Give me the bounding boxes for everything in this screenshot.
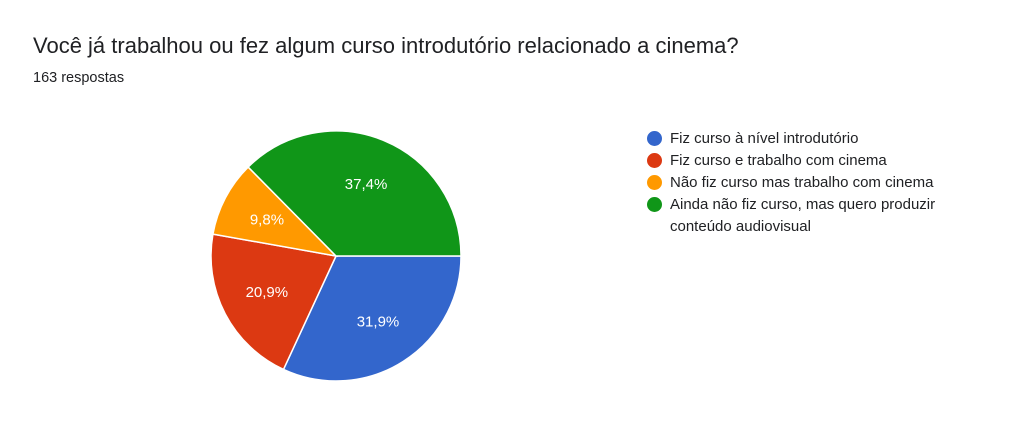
legend-swatch	[647, 197, 662, 212]
pie-slice[interactable]	[210, 233, 338, 371]
legend-item[interactable]: Fiz curso e trabalho com cinema	[647, 150, 977, 172]
legend-label: Fiz curso e trabalho com cinema	[670, 152, 887, 169]
response-count: 163 respostas	[33, 70, 125, 86]
slice-label: 9,8%	[250, 212, 284, 229]
legend-swatch	[647, 153, 662, 168]
legend-item[interactable]: Fiz curso à nível introdutório	[647, 128, 977, 150]
legend-swatch	[647, 175, 662, 190]
slice-label: 37,4%	[345, 176, 388, 193]
slice-label: 31,9%	[357, 314, 400, 331]
pie-slice[interactable]	[212, 165, 339, 258]
legend-label: Fiz curso à nível introdutório	[670, 130, 859, 147]
legend-label: Não fiz curso mas trabalho com cinema	[670, 174, 934, 191]
pie-slice[interactable]	[247, 130, 462, 257]
legend-item[interactable]: Ainda não fiz curso, mas quero produzir …	[647, 194, 977, 238]
chart-title: Você já trabalhou ou fez algum curso int…	[33, 33, 739, 58]
pie-slice[interactable]	[282, 255, 462, 382]
legend: Fiz curso à nível introdutório Fiz curso…	[647, 128, 977, 238]
legend-swatch	[647, 131, 662, 146]
legend-item[interactable]: Não fiz curso mas trabalho com cinema	[647, 172, 977, 194]
legend-label: Ainda não fiz curso, mas quero produzir …	[670, 196, 936, 235]
slice-label: 20,9%	[246, 284, 289, 301]
